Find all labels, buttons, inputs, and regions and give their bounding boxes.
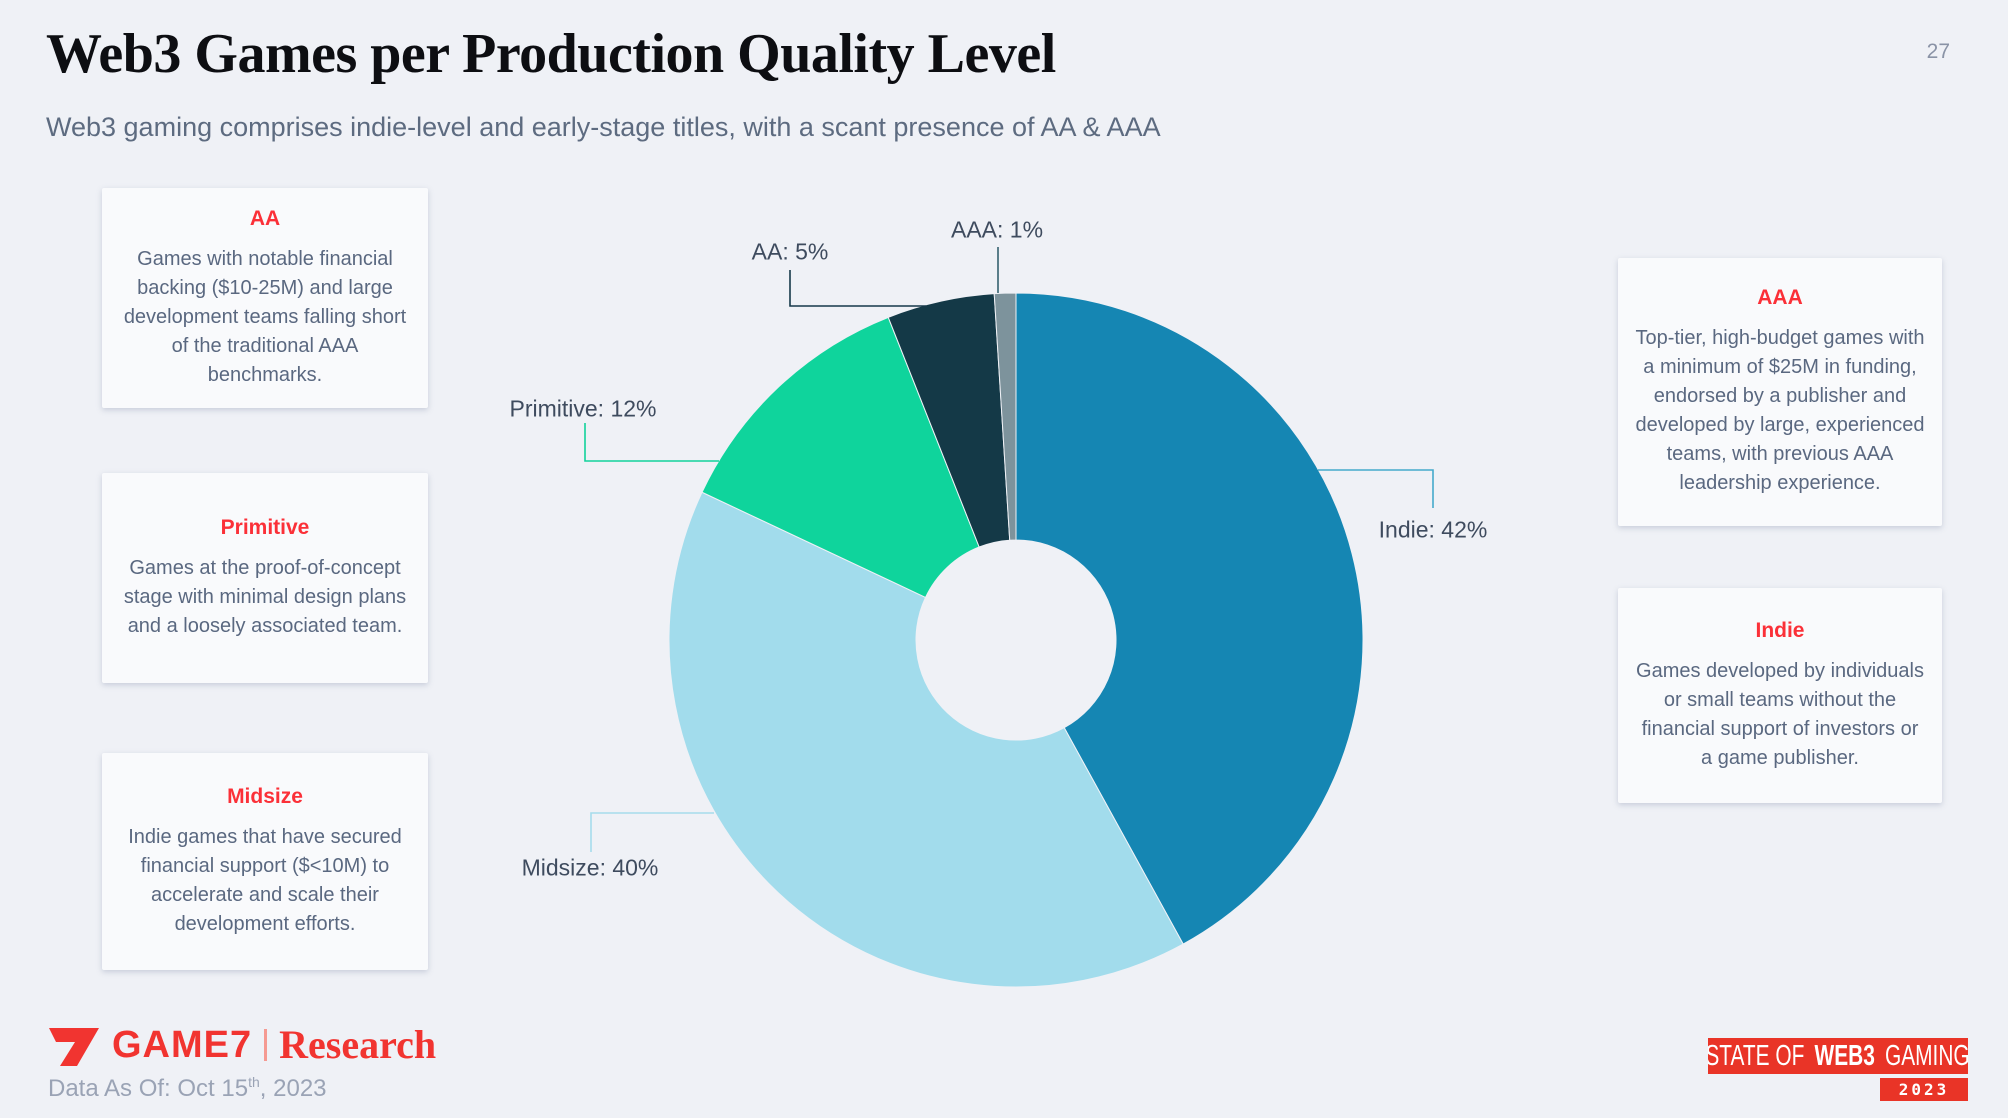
pie-slice-indie bbox=[1015, 292, 1364, 945]
page-number: 27 bbox=[1926, 40, 1950, 63]
midsize-callout-label: Midsize: 40% bbox=[521, 854, 659, 881]
data-as-of-label: Data As Of: Oct 15th, 2023 bbox=[48, 1074, 327, 1103]
definition-title: AA bbox=[249, 206, 281, 230]
definition-card-midsize: Midsize Indie games that have secured fi… bbox=[102, 753, 428, 970]
definition-body: Top-tier, high-budget games with a minim… bbox=[1635, 327, 1925, 494]
definition-card-aa: AA Games with notable financial backing … bbox=[102, 188, 428, 408]
badge-title-text: STATE OF WEB3 GAMING bbox=[1708, 1039, 1968, 1072]
definition-card-aaa: AAA Top-tier, high-budget games with a m… bbox=[1618, 258, 1942, 526]
definition-title: Indie bbox=[1755, 618, 1805, 642]
midsize-leader-line bbox=[590, 812, 714, 852]
logo-brand-text: GAME7 bbox=[112, 1024, 253, 1066]
pie-slice-aaa bbox=[993, 292, 1017, 541]
badge-year: 2023 bbox=[1880, 1078, 1968, 1101]
aa-callout-label: AA: 5% bbox=[751, 238, 829, 265]
game7-research-logo: GAME7 Research bbox=[48, 1022, 436, 1068]
aa-leader-line bbox=[789, 270, 926, 307]
badge-part-web3: WEB3 bbox=[1814, 1039, 1876, 1072]
data-as-of-prefix: Data As Of: Oct 15 bbox=[48, 1075, 249, 1102]
definition-body: Games at the proof-of-concept stage with… bbox=[123, 556, 407, 637]
page-title: Web3 Games per Production Quality Level bbox=[46, 23, 1056, 85]
pie-slice-midsize bbox=[668, 491, 1184, 988]
state-of-web3-gaming-badge: STATE OF WEB3 GAMING 2023 bbox=[1708, 1038, 1968, 1101]
definition-title: AAA bbox=[1757, 286, 1803, 309]
primitive-leader-line bbox=[584, 423, 719, 462]
indie-callout-label: Indie: 42% bbox=[1378, 516, 1488, 543]
pie-slice-primitive bbox=[701, 316, 980, 599]
definition-body: Indie games that have secured financial … bbox=[128, 825, 402, 935]
primitive-callout-label: Primitive: 12% bbox=[509, 395, 657, 422]
definition-body: Games developed by individuals or small … bbox=[1636, 659, 1924, 769]
definition-card-indie: Indie Games developed by individuals or … bbox=[1618, 588, 1942, 803]
page-subtitle: Web3 gaming comprises indie-level and ea… bbox=[46, 112, 1161, 142]
definition-title: Midsize bbox=[227, 784, 303, 808]
badge-part-state-of: STATE OF bbox=[1708, 1039, 1805, 1072]
definition-title: Primitive bbox=[220, 515, 310, 539]
logo-research-text: Research bbox=[279, 1022, 437, 1067]
aaa-callout-label: AAA: 1% bbox=[950, 216, 1044, 243]
definition-card-primitive: Primitive Games at the proof-of-concept … bbox=[102, 473, 428, 683]
data-as-of-suffix: , 2023 bbox=[259, 1075, 327, 1102]
pie-slice-aa bbox=[887, 293, 1011, 548]
badge-title-bar: STATE OF WEB3 GAMING bbox=[1708, 1038, 1968, 1074]
definition-body: Games with notable financial backing ($1… bbox=[123, 247, 407, 386]
indie-leader-line bbox=[1318, 469, 1434, 508]
logo-divider bbox=[264, 1029, 268, 1061]
badge-part-gaming: GAMING bbox=[1885, 1039, 1968, 1072]
data-as-of-ordinal: th bbox=[248, 1074, 260, 1090]
game7-logo-icon bbox=[49, 1028, 99, 1066]
